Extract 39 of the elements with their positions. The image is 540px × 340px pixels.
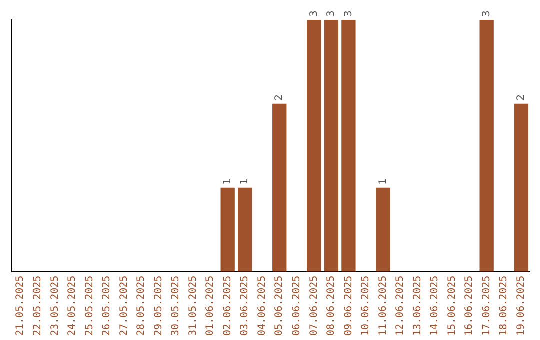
x-tick-label: 09.06.2025 (343, 276, 354, 336)
x-tick-label: 06.06.2025 (291, 276, 302, 336)
x-tick-label: 04.06.2025 (256, 276, 268, 336)
x-tick-label: 29.05.2025 (153, 276, 164, 336)
x-tick-label: 18.06.2025 (498, 276, 510, 336)
x-tick-label: 05.06.2025 (274, 276, 286, 336)
data-label: 3 (326, 10, 338, 17)
x-tick-label: 23.05.2025 (50, 276, 61, 336)
data-label: 3 (308, 10, 320, 17)
data-label: 1 (378, 178, 389, 185)
x-tick-label: 24.05.2025 (67, 276, 78, 336)
x-tick-label: 25.05.2025 (84, 276, 96, 336)
x-tick-label: 28.05.2025 (136, 276, 148, 336)
data-label: 3 (481, 10, 492, 17)
x-tick-label: 26.05.2025 (102, 276, 113, 336)
x-tick-label: 02.06.2025 (222, 276, 234, 336)
x-tick-label: 22.05.2025 (32, 276, 44, 336)
x-tick-label: 16.06.2025 (464, 276, 476, 336)
data-label: 3 (343, 10, 354, 17)
x-tick-label: 17.06.2025 (481, 276, 492, 336)
x-tick-label: 03.06.2025 (240, 276, 251, 336)
x-tick-label: 11.06.2025 (378, 276, 389, 336)
x-tick-label: 21.05.2025 (15, 276, 26, 336)
x-tick-label: 10.06.2025 (360, 276, 372, 336)
x-tick-label: 12.06.2025 (395, 276, 406, 336)
data-label: 2 (274, 94, 286, 101)
x-tick-label: 13.06.2025 (412, 276, 424, 336)
data-label: 1 (240, 178, 251, 185)
x-tick-label: 07.06.2025 (308, 276, 320, 336)
x-tick-label: 08.06.2025 (326, 276, 338, 336)
x-tick-label: 30.05.2025 (170, 276, 182, 336)
x-tick-label: 31.05.2025 (188, 276, 199, 336)
x-tick-label: 27.05.2025 (118, 276, 130, 336)
x-tick-label: 19.06.2025 (516, 276, 527, 336)
x-tick-label: 01.06.2025 (205, 276, 216, 336)
data-label: 1 (222, 178, 234, 185)
x-tick-label: 14.06.2025 (430, 276, 441, 336)
x-tick-label: 15.06.2025 (446, 276, 458, 336)
data-label: 2 (516, 94, 527, 101)
